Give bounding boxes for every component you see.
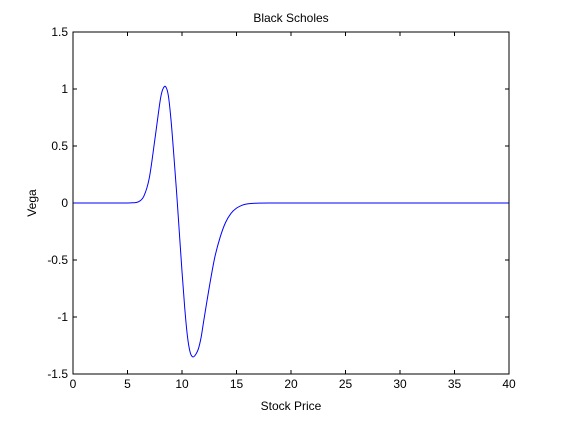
series-layer (73, 85, 509, 358)
x-tick-label: 10 (175, 377, 189, 391)
x-tick-label: 15 (230, 377, 244, 391)
x-tick-label: 30 (393, 377, 407, 391)
x-tick-label: 5 (124, 377, 131, 391)
labels-group: Black Scholes Stock Price Vega (25, 11, 329, 413)
y-axis-label: Vega (25, 189, 39, 217)
chart-title: Black Scholes (253, 11, 328, 25)
y-tick-label: 0 (61, 196, 68, 210)
y-tick-label: -1 (57, 310, 68, 324)
x-tick-label: 0 (70, 377, 77, 391)
ticks-group: 0 5 10 15 20 25 30 35 40 -1.5 -1 -0.5 0 0.5 1 1.5 (47, 25, 516, 391)
series-line-0 (73, 85, 509, 358)
y-tick-label: 0.5 (51, 139, 68, 153)
x-tick-label: 25 (339, 377, 353, 391)
x-axis-label: Stock Price (261, 399, 322, 413)
x-tick-label: 40 (502, 377, 516, 391)
y-tick-label: 1.5 (51, 25, 68, 39)
y-tick-label: 1 (61, 82, 68, 96)
axes-box (72, 31, 510, 375)
x-tick-label: 35 (448, 377, 462, 391)
y-tick-label: -1.5 (47, 367, 68, 381)
y-tick-label: -0.5 (47, 253, 68, 267)
x-tick-label: 20 (284, 377, 298, 391)
